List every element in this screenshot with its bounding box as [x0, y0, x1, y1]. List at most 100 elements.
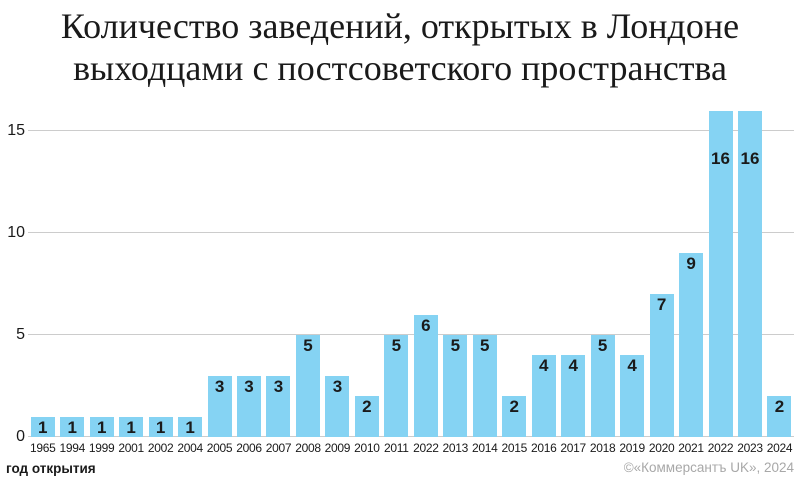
bar: 4: [531, 355, 556, 437]
chart-title: Количество заведений, открытых в Лондоне…: [0, 5, 800, 89]
gridline: [28, 334, 794, 335]
bar: 5: [590, 335, 615, 437]
bar: 2: [767, 396, 792, 437]
bar-value-label: 5: [480, 336, 490, 355]
x-tick-label: 2018: [589, 441, 616, 455]
bar-slot: 7: [647, 110, 676, 437]
bar: 1: [30, 416, 55, 437]
bar: 4: [561, 355, 586, 437]
bar-slot: 16: [735, 110, 764, 437]
x-tick-label: 2004: [177, 441, 203, 455]
bar-value-label: 7: [656, 295, 667, 315]
bar: 1: [119, 416, 144, 437]
bar-value-label: 5: [450, 336, 461, 355]
bar-value-label: 1: [185, 417, 195, 437]
bar: 5: [443, 335, 468, 437]
bar-slot: 1: [57, 110, 86, 437]
bar-value-label: 4: [627, 356, 637, 376]
bar-value-label: 2: [774, 397, 785, 417]
bar: 1: [148, 416, 173, 437]
bar-slot: 5: [588, 110, 617, 437]
bar-slot: 3: [264, 110, 293, 437]
chart-title-line2: выходцами с постсоветского пространства: [73, 48, 727, 88]
x-tick-label: 2007: [265, 441, 292, 455]
bar-slot: 1: [87, 110, 116, 437]
bar-slot: 9: [676, 110, 705, 437]
bar-value-label: 1: [126, 417, 136, 437]
x-tick-label: 2021: [678, 441, 704, 455]
bar-value-label: 5: [597, 336, 608, 355]
bar-slot: 2: [352, 110, 381, 437]
bar: 7: [649, 294, 674, 437]
bar-value-label: 2: [362, 397, 372, 417]
x-tick-label: 2015: [501, 441, 527, 455]
bar-value-label: 16: [740, 148, 760, 168]
x-tick-label: 2024: [766, 441, 793, 455]
bar-slot: 5: [441, 110, 470, 437]
bar-slot: 1: [116, 110, 145, 437]
bar-slot: 5: [293, 110, 322, 437]
y-tick-label: 0: [16, 428, 25, 445]
bar: 2: [354, 396, 379, 437]
bar-slot: 1: [146, 110, 175, 437]
bar-slot: 2: [765, 110, 794, 437]
bar-value-label: 2: [509, 397, 519, 417]
bar: 6: [413, 314, 438, 437]
bar-value-label: 3: [244, 376, 254, 396]
bar-value-label: 9: [686, 254, 696, 274]
bar-slot: 1: [28, 110, 57, 437]
bar: 1: [178, 416, 203, 437]
bar-value-label: 3: [273, 376, 284, 396]
x-tick-label: 1999: [88, 441, 115, 455]
bar-slot: 5: [382, 110, 411, 437]
bar-slot: 3: [323, 110, 352, 437]
bar-value-label: 1: [155, 417, 166, 437]
bar-value-label: 1: [38, 417, 48, 437]
x-tick-label: 2019: [619, 441, 645, 455]
x-tick-label: 2022: [707, 441, 734, 455]
x-tick-label: 1994: [59, 441, 85, 455]
bar-value-label: 3: [214, 376, 225, 396]
bar: 1: [60, 416, 85, 437]
x-tick-label: 2016: [530, 441, 557, 455]
x-tick-label: 2013: [442, 441, 469, 455]
x-tick-label: 2006: [236, 441, 262, 455]
bar-slot: 6: [411, 110, 440, 437]
bar: 5: [472, 335, 497, 437]
x-tick-label: 2005: [206, 441, 233, 455]
bar: 5: [384, 335, 409, 437]
bar: 16: [737, 110, 762, 437]
bar: 5: [295, 335, 320, 437]
grid-layer: [28, 110, 794, 437]
credit-text: ©«Коммерсантъ UK», 2024: [623, 460, 794, 475]
bar-slot: 4: [558, 110, 587, 437]
bar: 3: [266, 375, 291, 437]
bar-value-label: 4: [568, 356, 578, 376]
bar-slot: 1: [175, 110, 204, 437]
x-tick-label: 2001: [118, 441, 144, 455]
chart-title-line1: Количество заведений, открытых в Лондоне: [60, 6, 740, 46]
gridline: [28, 130, 794, 131]
y-tick-label: 10: [7, 224, 25, 241]
y-axis-labels: 0 5 10 15: [0, 110, 25, 445]
bar-slot: 3: [205, 110, 234, 437]
bar-slot: 3: [234, 110, 263, 437]
bar-slot: 5: [470, 110, 499, 437]
x-axis-labels: 1965 1994 1999 2001 2002 2004 2005 2006 2007 2008…: [28, 441, 794, 456]
bar-value-label: 1: [67, 417, 77, 437]
bar-value-label: 1: [96, 417, 107, 437]
x-tick-label: 2014: [472, 441, 498, 455]
bar: 3: [237, 375, 262, 437]
bar-slot: 16: [706, 110, 735, 437]
bar-value-label: 4: [538, 356, 549, 376]
bar-value-label: 5: [303, 336, 313, 355]
x-tick-label: 2017: [560, 441, 586, 455]
x-tick-label: 2020: [648, 441, 675, 455]
x-axis-caption: год открытия: [6, 461, 96, 476]
y-tick-label: 5: [16, 326, 25, 343]
bar: 1: [89, 416, 114, 437]
bars-row: 1 1 1 1 1 1 3 3 3 5 3 2 5 6 5 5 2 4 4 5 4 7 9 16 16 2: [28, 110, 794, 437]
x-tick-label: 2010: [354, 441, 380, 455]
x-tick-label: 2022: [413, 441, 439, 455]
